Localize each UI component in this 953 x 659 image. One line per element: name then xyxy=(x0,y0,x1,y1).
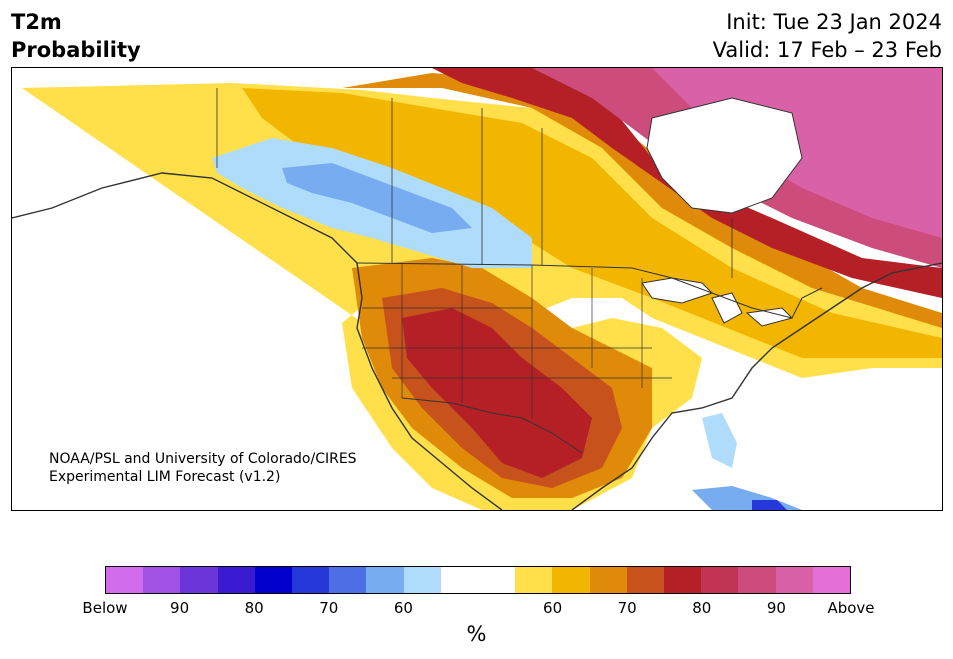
below-90-region-caribbean xyxy=(752,500,787,510)
colorbar-segment xyxy=(738,567,776,593)
attribution-line-2: Experimental LIM Forecast (v1.2) xyxy=(49,469,281,485)
init-date: Init: Tue 23 Jan 2024 xyxy=(726,10,942,34)
map-title: T2m Probability xyxy=(11,8,141,64)
colorbar-tick-label: 80 xyxy=(692,599,712,617)
colorbar xyxy=(105,566,851,594)
colorbar-tick-label: 90 xyxy=(766,599,786,617)
colorbar-tick-label: Below xyxy=(82,599,128,617)
probability-map xyxy=(12,68,942,510)
above-80-region-north xyxy=(342,73,942,328)
colorbar-segment xyxy=(403,567,441,593)
below-60-region-florida xyxy=(702,413,737,468)
variable-label: T2m xyxy=(11,10,62,34)
colorbar-tick-label: 90 xyxy=(170,599,190,617)
colorbar-tick-label: 80 xyxy=(244,599,264,617)
product-label: Probability xyxy=(11,38,141,62)
colorbar-segment xyxy=(478,567,516,593)
province-borders xyxy=(216,88,733,278)
above-90-region-southwest xyxy=(402,308,592,478)
above-70-region-west xyxy=(242,88,942,358)
colorbar-segment xyxy=(329,567,367,593)
colorbar-segment xyxy=(775,567,813,593)
colorbar-segment xyxy=(217,567,255,593)
colorbar-segment xyxy=(589,567,627,593)
attribution: NOAA/PSL and University of Colorado/CIRE… xyxy=(49,450,357,486)
colorbar-segment xyxy=(180,567,218,593)
below-70-region-northwest xyxy=(282,163,472,233)
colorbar-tick-label: 70 xyxy=(617,599,637,617)
colorbar-tick-label: 70 xyxy=(319,599,339,617)
colorbar-tick-label: Above xyxy=(827,599,875,617)
colorbar-segment xyxy=(515,567,553,593)
forecast-map[interactable] xyxy=(11,67,943,511)
colorbar-segment xyxy=(366,567,404,593)
colorbar-segment xyxy=(701,567,739,593)
colorbar-ticks: Below 90 80 70 60 60 70 80 90 Above xyxy=(82,599,874,619)
colorbar-segment xyxy=(106,567,144,593)
colorbar-segment xyxy=(292,567,330,593)
colorbar-tick-label: 60 xyxy=(543,599,563,617)
below-region-cuba xyxy=(692,486,802,510)
us-canada-border xyxy=(356,262,823,319)
forecast-dates: Init: Tue 23 Jan 2024 Valid: 17 Feb – 23… xyxy=(713,8,942,64)
colorbar-segment xyxy=(812,567,851,593)
colorbar-segment xyxy=(254,567,293,593)
colorbar-segment xyxy=(440,567,479,593)
colorbar-segment xyxy=(664,567,702,593)
state-borders xyxy=(362,263,672,418)
colorbar-segment xyxy=(143,567,181,593)
us-mexico-border xyxy=(401,397,583,454)
hudson-bay xyxy=(646,97,803,214)
colorbar-tick-label: 60 xyxy=(393,599,413,617)
colorbar-unit-label: % xyxy=(466,622,487,646)
valid-date: Valid: 17 Feb – 23 Feb xyxy=(712,38,942,62)
colorbar-segment xyxy=(626,567,665,593)
colorbar-segment xyxy=(552,567,590,593)
attribution-line-1: NOAA/PSL and University of Colorado/CIRE… xyxy=(49,451,357,467)
